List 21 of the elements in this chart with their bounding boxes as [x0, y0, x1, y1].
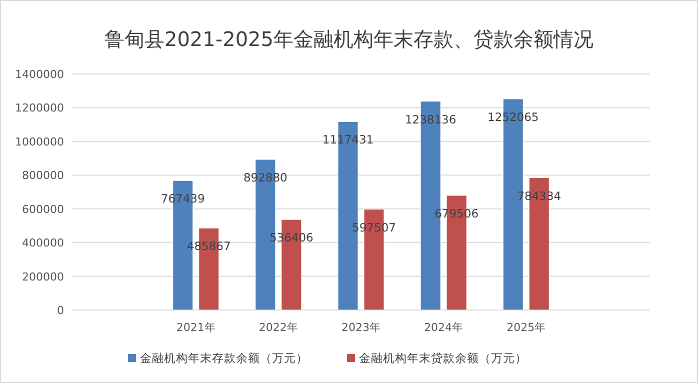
data-label: 784334: [517, 188, 562, 203]
legend-label: 金融机构年末贷款余额（万元）: [359, 351, 527, 365]
y-tick-label: 400000: [22, 236, 64, 250]
y-tick-label: 1200000: [15, 102, 64, 115]
y-tick-label: 0: [57, 304, 64, 317]
data-label: 679506: [434, 206, 479, 220]
data-label: 536406: [269, 230, 314, 245]
x-tick-label: 2022年: [258, 321, 298, 334]
y-tick-label: 800000: [22, 169, 64, 182]
legend-label: 金融机构年末存款余额（万元）: [140, 351, 308, 365]
x-tick-label: 2024年: [424, 321, 464, 334]
data-label: 597507: [352, 220, 396, 234]
y-tick-label: 1000000: [15, 135, 64, 148]
y-tick-label: 600000: [22, 202, 64, 216]
chart-title: 鲁甸县2021-2025年金融机构年末存款、贷款余额情况: [104, 27, 594, 51]
x-tick-label: 2023年: [342, 321, 380, 334]
y-tick-label: 1400000: [15, 68, 64, 81]
x-tick-label: 2025年: [506, 321, 546, 334]
y-tick-label: 200000: [22, 270, 64, 284]
x-tick-label: 2021年: [176, 321, 216, 334]
data-label: 485867: [186, 239, 231, 254]
